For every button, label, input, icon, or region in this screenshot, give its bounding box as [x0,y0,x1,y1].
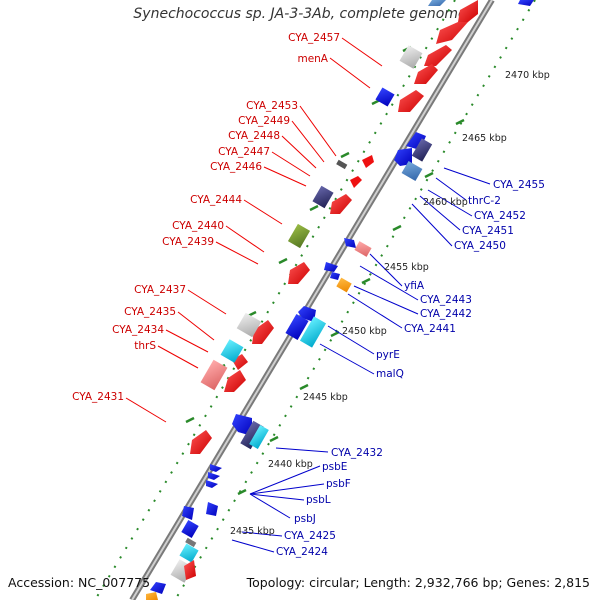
tick-label: 2455 kbp [384,262,429,273]
gene-blocks-left [185,45,423,548]
gene-label-cya2425: CYA_2425 [284,530,336,542]
gene-label-thrs: thrS [134,340,156,352]
gene-label-cya2435: CYA_2435 [124,306,176,318]
gene-label-cya2447: CYA_2447 [218,146,270,158]
gene-label-cya2457: CYA_2457 [288,32,340,44]
gene-label-malq: malQ [376,368,404,380]
gene-label-cya2439: CYA_2439 [162,236,214,248]
tick-label: 2435 kbp [230,526,275,537]
gene-label-yfia: yfiA [404,280,425,292]
gene-label-psbl: psbL [306,494,331,506]
gene-label-cya2444: CYA_2444 [190,194,242,206]
callouts-forward [125,37,383,423]
gene-label-psbj: psbJ [294,513,316,525]
tick-label: 2450 kbp [342,326,387,337]
backbone [129,0,495,600]
gene-label-cya2455: CYA_2455 [493,179,545,191]
accession-text: Accession: NC_007775 [8,575,151,590]
gene-blocks-reverse[interactable] [146,0,534,600]
gene-label-cya2431: CYA_2431 [72,391,124,403]
gene-label-thrc2: thrC-2 [468,195,501,207]
gene-blocks-forward[interactable] [190,0,478,454]
tick-label: 2445 kbp [303,392,348,403]
gene-label-cya2441: CYA_2441 [404,323,456,335]
tick-label: 2440 kbp [268,459,313,470]
map-title: Synechococcus sp. JA-3-3Ab, complete gen… [133,6,467,22]
gene-label-cya2453: CYA_2453 [246,100,298,112]
callouts-reverse [231,167,491,553]
gene-label-cya2450: CYA_2450 [454,240,506,252]
gene-labels-reverse[interactable]: CYA_2455 thrC-2 CYA_2452 CYA_2451 CYA_24… [276,179,545,558]
gene-label-cya2449: CYA_2449 [238,115,290,127]
gene-label-cya2448: CYA_2448 [228,130,280,142]
tick-label: 2460 kbp [423,197,468,208]
gene-labels-forward[interactable]: CYA_2457 menA CYA_2453 CYA_2449 CYA_2448… [72,32,340,403]
dotted-tracks [94,0,536,600]
gene-label-cya2432: CYA_2432 [331,447,383,459]
gene-label-cya2424: CYA_2424 [276,546,328,558]
gene-label-cya2452: CYA_2452 [474,210,526,222]
gene-label-cya2451: CYA_2451 [462,225,514,237]
gene-label-cya2446: CYA_2446 [210,161,262,173]
tick-label: 2470 kbp [505,70,550,81]
gene-label-pyre: pyrE [376,349,400,361]
genome-summary-text: Topology: circular; Length: 2,932,766 bp… [246,575,590,590]
gene-label-mena: menA [297,53,328,65]
gene-label-cya2442: CYA_2442 [420,308,472,320]
gene-label-cya2437: CYA_2437 [134,284,186,296]
gene-label-cya2440: CYA_2440 [172,220,224,232]
gene-label-cya2434: CYA_2434 [112,324,164,336]
gene-label-psbf: psbF [326,478,351,490]
gene-label-psbe: psbE [322,461,347,473]
tick-labels: 2470 kbp 2465 kbp 2460 kbp 2455 kbp 2450… [230,70,550,537]
tick-label: 2465 kbp [462,133,507,144]
gene-label-cya2443: CYA_2443 [420,294,472,306]
